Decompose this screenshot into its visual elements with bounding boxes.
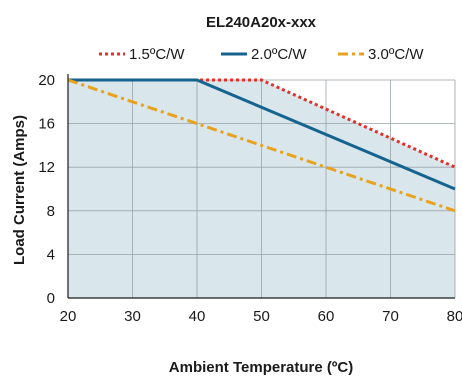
y-axis-label: Load Current (Amps) — [11, 115, 28, 265]
x-tick-label: 50 — [253, 308, 270, 325]
y-tick-label: 0 — [47, 290, 55, 307]
y-tick-label: 16 — [38, 116, 55, 133]
x-tick-label: 30 — [124, 308, 141, 325]
legend-label-2: 3.0ºC/W — [368, 46, 424, 63]
series-line-1 — [68, 78, 456, 191]
y-tick-label: 20 — [38, 72, 55, 89]
legend: 1.5ºC/W 2.0ºC/W 3.0ºC/W — [99, 46, 424, 63]
x-tick-label: 60 — [318, 308, 335, 325]
legend-label-0: 1.5ºC/W — [129, 46, 185, 63]
x-tick-label: 70 — [382, 308, 399, 325]
y-tick-label: 8 — [47, 203, 55, 220]
series-line-2 — [67, 78, 456, 213]
series-lines — [67, 78, 456, 213]
x-tick-label: 40 — [189, 308, 206, 325]
x-tick-label: 80 — [447, 308, 462, 325]
legend-label-1: 2.0ºC/W — [251, 46, 307, 63]
tick-labels: 20 30 40 50 60 70 80 0 4 8 12 16 20 — [38, 72, 462, 325]
x-axis-label: Ambient Temperature (ºC) — [169, 359, 353, 376]
axes — [67, 74, 455, 299]
y-tick-label: 4 — [47, 246, 55, 263]
y-tick-label: 12 — [38, 159, 55, 176]
x-tick-label: 20 — [60, 308, 77, 325]
chart-title: EL240A20x-xxx — [206, 14, 317, 31]
series-line-0 — [68, 78, 456, 169]
